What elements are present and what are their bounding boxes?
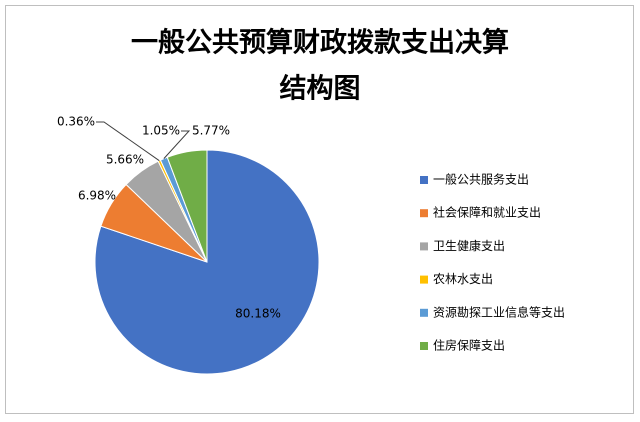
legend-swatch	[420, 209, 428, 218]
legend-swatch	[420, 342, 428, 350]
data-label: 5.66%	[106, 153, 144, 167]
legend-label: 资源勘探工业信息等支出	[433, 304, 565, 319]
legend-swatch	[420, 308, 428, 317]
legend-label: 农林水支出	[433, 272, 493, 286]
chart-title: 结构图	[280, 74, 361, 105]
data-label: 1.05%	[142, 124, 180, 138]
leader-line	[96, 121, 160, 162]
legend-label: 社会保障和就业支出	[433, 205, 541, 220]
pie-slice	[166, 149, 208, 263]
chart-title: 一般公共预算财政拨款支出决算	[131, 27, 509, 59]
legend-label: 一般公共服务支出	[433, 172, 529, 187]
legend-swatch	[420, 275, 428, 284]
leader-line	[163, 130, 191, 159]
data-label: 80.18%	[235, 307, 281, 321]
data-label: 5.77%	[192, 124, 230, 138]
legend-swatch	[420, 176, 428, 184]
data-label: 0.36%	[57, 115, 95, 129]
legend-swatch	[420, 242, 428, 251]
legend-label: 住房保障支出	[433, 338, 505, 353]
legend-label: 卫生健康支出	[433, 238, 505, 253]
data-label: 6.98%	[78, 189, 116, 203]
